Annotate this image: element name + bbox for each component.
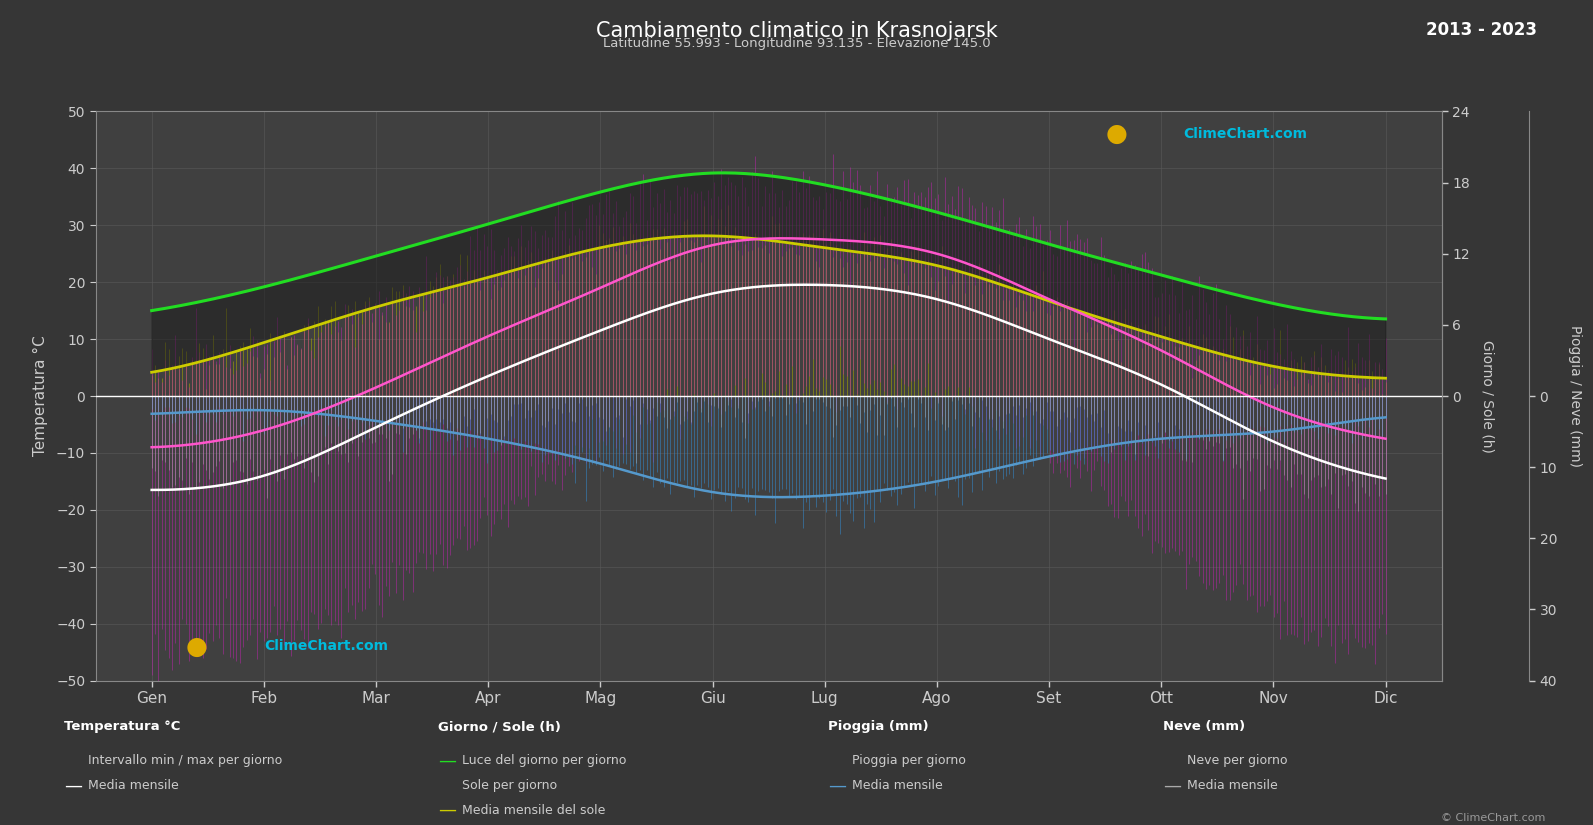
Text: ClimeChart.com: ClimeChart.com [1184,127,1308,141]
Text: 2013 - 2023: 2013 - 2023 [1426,21,1537,39]
Text: —: — [438,801,456,819]
Text: —: — [1163,776,1180,794]
Text: —: — [64,776,81,794]
Text: Pioggia (mm): Pioggia (mm) [828,720,929,733]
Text: Pioggia per giorno: Pioggia per giorno [852,754,965,767]
Text: Intervallo min / max per giorno: Intervallo min / max per giorno [88,754,282,767]
Text: Sole per giorno: Sole per giorno [462,779,558,792]
Text: Neve (mm): Neve (mm) [1163,720,1246,733]
Text: Media mensile: Media mensile [1187,779,1278,792]
Text: ●: ● [1106,122,1126,146]
Text: Cambiamento climatico in Krasnojarsk: Cambiamento climatico in Krasnojarsk [596,21,997,40]
Text: Luce del giorno per giorno: Luce del giorno per giorno [462,754,626,767]
Text: Media mensile: Media mensile [88,779,178,792]
Y-axis label: Temperatura °C: Temperatura °C [32,336,48,456]
Text: Temperatura °C: Temperatura °C [64,720,180,733]
Text: ●: ● [185,634,207,658]
Text: —: — [828,776,846,794]
Y-axis label: Pioggia / Neve (mm): Pioggia / Neve (mm) [1568,325,1582,467]
Text: Media mensile del sole: Media mensile del sole [462,804,605,817]
Text: Media mensile: Media mensile [852,779,943,792]
Text: Latitudine 55.993 - Longitudine 93.135 - Elevazione 145.0: Latitudine 55.993 - Longitudine 93.135 -… [602,37,991,50]
Text: —: — [438,752,456,770]
Y-axis label: Giorno / Sole (h): Giorno / Sole (h) [1481,340,1494,452]
Text: ClimeChart.com: ClimeChart.com [264,639,387,653]
Text: Neve per giorno: Neve per giorno [1187,754,1287,767]
Text: Giorno / Sole (h): Giorno / Sole (h) [438,720,561,733]
Text: © ClimeChart.com: © ClimeChart.com [1440,813,1545,823]
